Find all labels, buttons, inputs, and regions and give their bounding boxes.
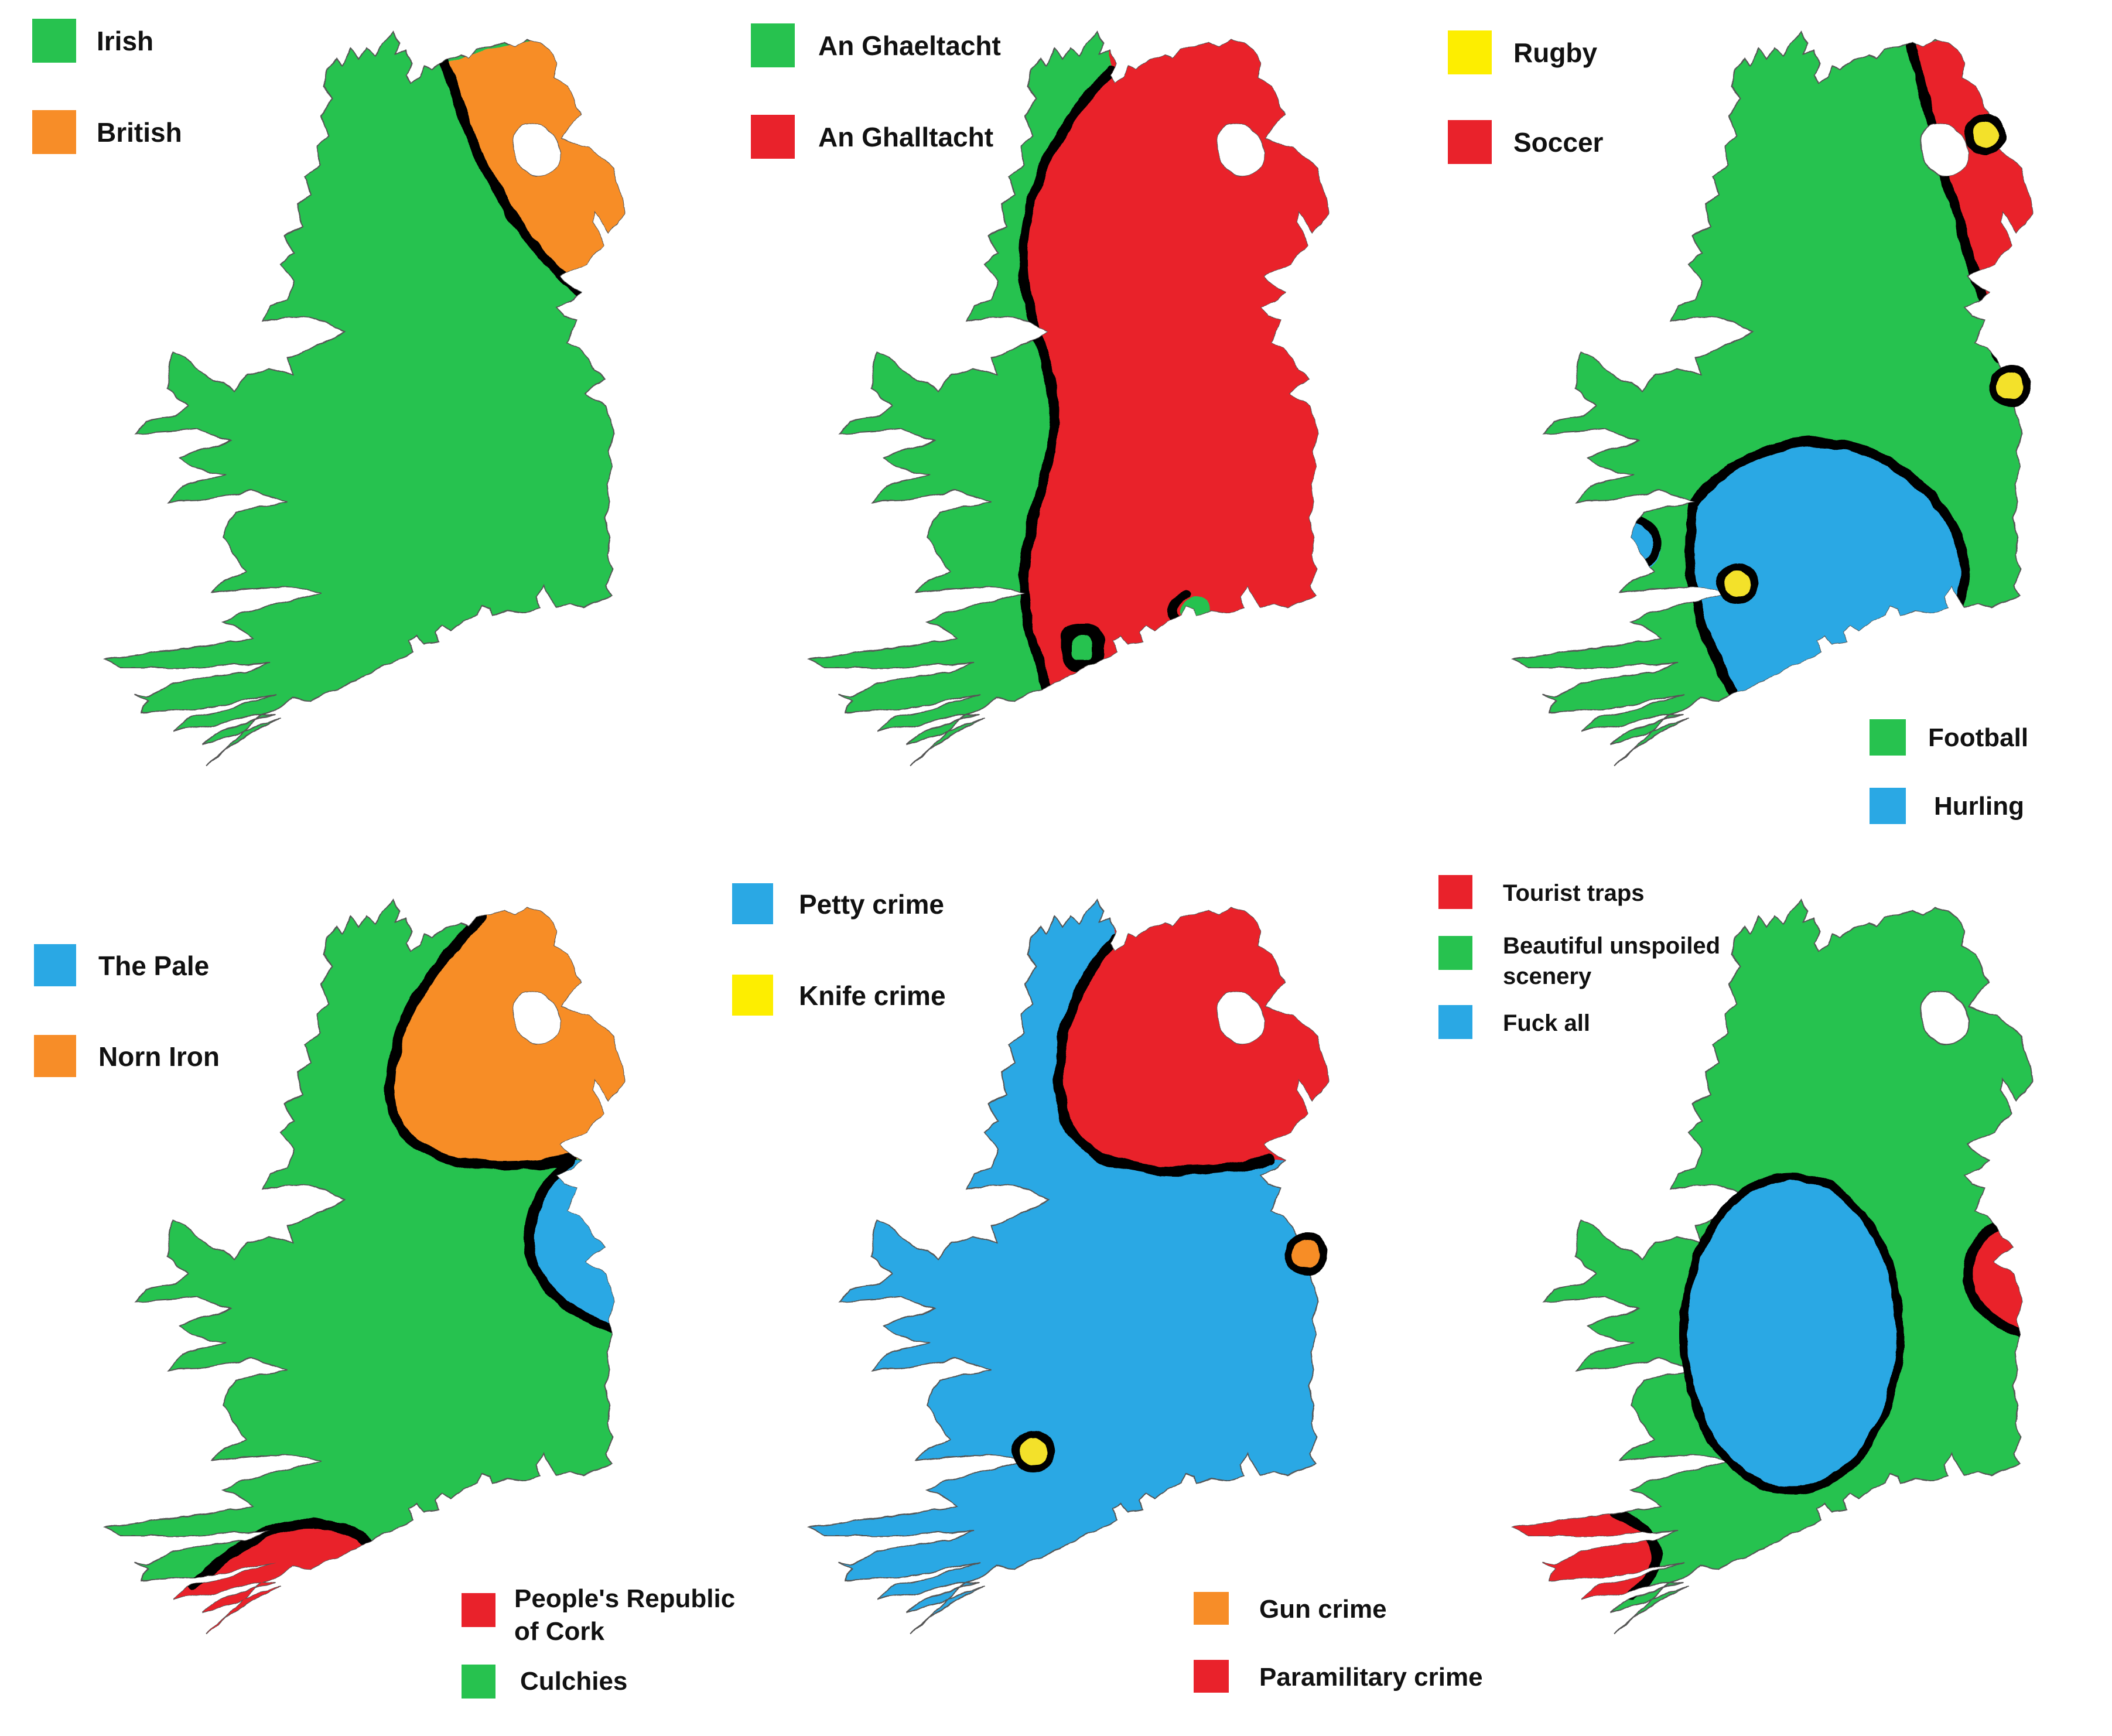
legend-swatch-norniron xyxy=(34,1035,76,1077)
legend-label-paramilitary: Paramilitary crime xyxy=(1259,1663,1483,1691)
border-line-ni xyxy=(385,913,577,1171)
border-line-kerry xyxy=(1609,1506,1662,1601)
legend-item: Norn Iron xyxy=(34,1035,220,1077)
legend-swatch-rugby xyxy=(1448,30,1492,74)
legend-item: Paramilitary crime xyxy=(1194,1660,1483,1693)
legend-swatch-culchies xyxy=(462,1665,495,1699)
border-arc xyxy=(1687,436,1969,614)
border-line-dublin xyxy=(1963,1219,2029,1338)
legend-item: Irish xyxy=(32,19,153,63)
legend-label-culchies: Culchies xyxy=(520,1667,627,1696)
legend-item: Petty crime xyxy=(732,883,944,924)
legend-swatch-gaeltacht xyxy=(751,23,795,67)
map-crime: Petty crime Knife crime Gun crime Parami… xyxy=(732,883,1483,1693)
legend-item: Soccer xyxy=(1448,120,1604,164)
legend-item: An Ghaeltacht xyxy=(751,23,1001,67)
legend-item: The Pale xyxy=(34,944,209,986)
legend-label-scenery-line2: scenery xyxy=(1503,963,1592,989)
legend-item: People's Republic of Cork xyxy=(462,1584,735,1646)
legend-item: Rugby xyxy=(1448,30,1598,74)
legend-label-cork-line2: of Cork xyxy=(514,1617,605,1646)
legend-item: An Ghalltacht xyxy=(751,115,993,159)
legend-swatch-irish xyxy=(32,19,76,63)
legend-item: Culchies xyxy=(462,1665,627,1699)
legend-label-tourist-traps: Tourist traps xyxy=(1503,880,1645,906)
legend-swatch-scenery xyxy=(1438,936,1472,970)
region-paramilitary xyxy=(1059,898,1328,1172)
legend-label-gaeltacht: An Ghaeltacht xyxy=(818,30,1001,61)
region-norn-iron xyxy=(390,898,624,1166)
legend-item: Gun crime xyxy=(1194,1592,1387,1625)
legend-swatch-paramilitary xyxy=(1194,1660,1229,1693)
legend-swatch-galltacht xyxy=(751,115,795,159)
legend-label-pale: The Pale xyxy=(98,951,209,981)
legend-swatch-fuck-all xyxy=(1438,1005,1472,1039)
legend-label-cork-line1: People's Republic xyxy=(514,1584,735,1613)
region-british xyxy=(445,30,624,291)
legend-swatch-british xyxy=(32,110,76,154)
region-galltacht xyxy=(1023,30,1328,766)
legend-label-galltacht: An Ghalltacht xyxy=(818,122,993,152)
legend-label-football: Football xyxy=(1928,723,2028,752)
legend-swatch-petty xyxy=(732,883,773,924)
map-tourism: Tourist traps Beautiful unspoiled scener… xyxy=(1438,875,2033,1635)
rugby-dot-belfast xyxy=(1964,114,2006,156)
map-regions: The Pale Norn Iron People's Republic of … xyxy=(34,898,735,1699)
region-soccer xyxy=(1912,30,2032,358)
legend-swatch-hurling xyxy=(1870,788,1906,824)
legend-label-hurling: Hurling xyxy=(1934,792,2024,821)
legend-label-norniron: Norn Iron xyxy=(98,1041,220,1072)
legend-item: Fuck all xyxy=(1438,1005,1590,1039)
legend-swatch-gun xyxy=(1194,1592,1229,1625)
border-line xyxy=(440,56,584,296)
legend-label-gun: Gun crime xyxy=(1259,1595,1387,1624)
ireland-landmass xyxy=(105,30,625,767)
legend-item: Knife crime xyxy=(732,975,946,1016)
legend-item: Beautiful unspoiled scenery xyxy=(1438,933,1720,989)
legend-label-scenery-line1: Beautiful unspoiled xyxy=(1503,933,1720,959)
legend-label-irish: Irish xyxy=(97,26,153,56)
legend-label-soccer: Soccer xyxy=(1513,127,1604,158)
legend-label-knife: Knife crime xyxy=(799,980,946,1011)
border-line-cork xyxy=(189,1518,372,1591)
map-identity: Irish British xyxy=(32,19,625,767)
legend-swatch-tourist-traps xyxy=(1438,875,1472,909)
gun-crime-dot-dublin xyxy=(1284,1233,1328,1276)
knife-crime-dot-limerick xyxy=(1011,1431,1055,1474)
legend-label-petty: Petty crime xyxy=(799,889,944,920)
border-line xyxy=(1018,65,1116,766)
legend-swatch-football xyxy=(1870,719,1906,756)
region-fuck-all xyxy=(1679,1173,1904,1495)
legend-label-rugby: Rugby xyxy=(1513,37,1598,68)
legend-label-fuck-all: Fuck all xyxy=(1503,1010,1590,1036)
legend-swatch-cork xyxy=(462,1593,495,1627)
legend-swatch-knife xyxy=(732,975,773,1016)
rugby-dot-dublin xyxy=(1989,365,2031,408)
region-tourist-trap-dublin xyxy=(1968,1224,2032,1333)
legend-item: Hurling xyxy=(1870,788,2024,824)
rugby-dot-limerick xyxy=(1716,563,1758,606)
legend-item: Tourist traps xyxy=(1438,875,1645,909)
legend-item: Football xyxy=(1870,719,2028,756)
border-line-pale xyxy=(524,1154,624,1337)
legend-swatch-soccer xyxy=(1448,120,1492,164)
gaeltacht-pocket-muscrai xyxy=(1060,624,1105,672)
region-hurling xyxy=(1689,442,1964,766)
border-line xyxy=(1054,933,1275,1177)
legend-swatch-pale xyxy=(34,944,76,986)
map-sports: Rugby Soccer Football Hurling xyxy=(1448,30,2033,824)
border-line-west xyxy=(1684,500,1739,696)
map-language: An Ghaeltacht An Ghalltacht xyxy=(751,23,1329,767)
legend-item: British xyxy=(32,110,182,154)
legend-label-british: British xyxy=(97,117,182,148)
